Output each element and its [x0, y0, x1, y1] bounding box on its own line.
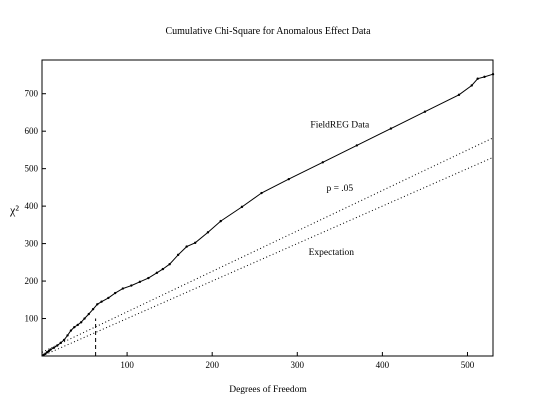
y-tick-label: 100: [25, 314, 39, 324]
data-point: [83, 317, 86, 320]
data-point: [168, 263, 171, 266]
data-point: [147, 276, 150, 280]
annotation-label: FieldREG Data: [310, 120, 370, 130]
data-point: [100, 300, 103, 303]
data-point: [66, 334, 69, 337]
data-point: [260, 191, 263, 195]
data-point: [69, 329, 73, 332]
data-point: [389, 127, 393, 130]
data-point: [52, 346, 56, 349]
annotation-label: Expectation: [309, 248, 355, 258]
x-axis-label: Degrees of Freedom: [229, 384, 307, 395]
data-point: [96, 303, 99, 306]
data-point: [476, 77, 479, 80]
data-point: [155, 271, 159, 275]
data-point: [138, 280, 142, 284]
plot-frame: [41, 59, 494, 357]
data-point: [193, 241, 197, 245]
x-tick-label: 100: [120, 360, 134, 370]
y-tick-label: 700: [25, 89, 39, 99]
chart-title: Cumulative Chi-Square for Anomalous Effe…: [165, 26, 371, 37]
data-point: [287, 177, 290, 181]
data-point: [87, 312, 91, 316]
data-point: [240, 205, 244, 209]
data-point: [423, 110, 427, 113]
data-series-line: [43, 73, 494, 356]
x-axis-ticks: 100 200 300 400 500: [120, 352, 475, 370]
x-tick-label: 400: [376, 360, 390, 370]
expectation-line: [41, 156, 494, 357]
x-tick-label: 300: [291, 360, 305, 370]
y-tick-label: 600: [25, 126, 39, 136]
data-point: [49, 348, 52, 351]
y-tick-label: 400: [25, 201, 39, 211]
significance-line: [41, 137, 494, 353]
data-point: [62, 338, 66, 342]
data-point: [73, 325, 76, 329]
data-point: [45, 351, 49, 354]
data-point: [113, 291, 117, 295]
y-tick-label: 500: [25, 164, 39, 174]
data-point: [79, 321, 83, 324]
series-layer: [41, 73, 495, 357]
data-point: [185, 245, 188, 248]
data-point: [219, 219, 222, 223]
y-axis-ticks: 100 200 300 400 500 600 700: [25, 89, 46, 324]
data-point: [161, 267, 165, 271]
data-point: [42, 353, 45, 357]
data-point: [457, 93, 461, 97]
data-point: [176, 253, 180, 257]
data-point: [206, 231, 210, 234]
y-tick-label: 200: [25, 276, 39, 286]
y-tick-label: 300: [25, 239, 39, 249]
data-point: [130, 284, 133, 287]
data-point: [483, 75, 486, 79]
data-point: [470, 84, 473, 87]
data-point: [47, 349, 51, 353]
data-point: [355, 144, 359, 147]
data-point: [321, 161, 325, 164]
x-tick-label: 200: [205, 360, 219, 370]
data-point: [91, 307, 95, 311]
y-axis-label: χ²: [9, 203, 19, 217]
plot-border: [41, 59, 494, 357]
x-tick-label: 500: [461, 360, 475, 370]
data-point: [491, 73, 495, 76]
annotation-label: p = .05: [326, 184, 353, 194]
data-point: [107, 296, 110, 300]
annotation-layer: FieldREG Data p = .05 Expectation: [309, 120, 370, 257]
data-point: [121, 287, 125, 290]
data-point: [76, 323, 79, 327]
